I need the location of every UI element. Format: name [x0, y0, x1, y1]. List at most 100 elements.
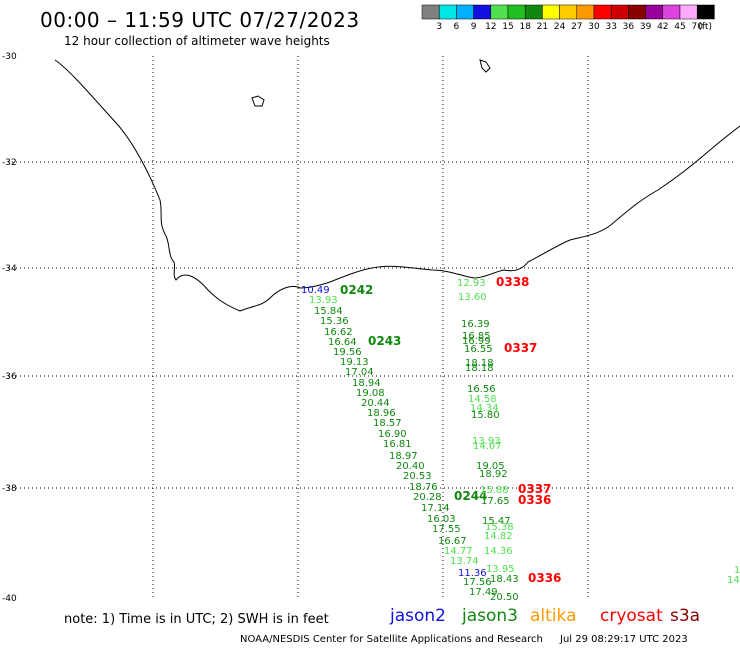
legend-tick-label: 12 — [485, 22, 496, 32]
page-title: 00:00 – 11:59 UTC 07/27/2023 — [40, 8, 360, 32]
legend-tick-label: 18 — [519, 22, 531, 32]
legend-tick-label: 3 — [436, 22, 442, 32]
wave-height-value: 17.56 — [463, 577, 492, 588]
color-scale-legend: 3 6 9 12 15 18 21 24 27 30 33 36 39 42 45 70(ft) — [421, 4, 715, 32]
footnote: note: 1) Time is in UTC; 2) SWH is in fe… — [64, 612, 329, 627]
satellite-key-cryosat: cryosat — [600, 606, 663, 626]
satellite-key-jason3: jason3 — [462, 606, 518, 626]
latitude-tick-label: -32 — [2, 158, 17, 168]
wave-height-value: 16.39 — [461, 319, 490, 330]
wave-height-value: 14 — [734, 565, 740, 576]
satellite-key-jason2: jason2 — [390, 606, 446, 626]
wave-height-value: 18.43 — [490, 574, 519, 585]
wave-height-value: 14 — [727, 575, 740, 586]
legend-tick-label: 33 — [605, 22, 616, 32]
wave-height-value: 16.99 — [462, 336, 491, 347]
wave-height-value: 14.34 — [470, 403, 499, 414]
satellite-key-altika: altika — [530, 606, 577, 626]
wave-height-value: 16.56 — [467, 384, 496, 395]
legend-tick-label: 9 — [471, 22, 477, 32]
island-outline — [251, 95, 265, 107]
wave-height-value: 19.13 — [340, 357, 369, 368]
wave-height-value: 16.90 — [378, 429, 407, 440]
latitude-tick-label: -40 — [2, 594, 17, 604]
wave-height-value: 17.14 — [421, 503, 450, 514]
wave-height-value: 13.93 — [472, 436, 501, 447]
satellite-key-s3a: s3a — [670, 606, 701, 626]
wave-height-value: 11.36 — [458, 568, 487, 579]
wave-height-value: 20.53 — [403, 471, 432, 482]
wave-height-value: 20.40 — [396, 461, 425, 472]
legend-tick-label: 39 — [640, 22, 652, 32]
wave-height-value: 19.08 — [356, 388, 385, 399]
legend-unit: (ft) — [698, 22, 712, 32]
page-subtitle: 12 hour collection of altimeter wave hei… — [64, 34, 330, 48]
wave-height-value: 17.55 — [432, 524, 461, 535]
wave-height-value: 15.84 — [314, 306, 343, 317]
wave-height-value: 13.74 — [450, 556, 479, 567]
wave-height-value: 20.44 — [361, 398, 390, 409]
pass-label: 0336 — [518, 493, 551, 507]
wave-height-value: 15.47 — [482, 516, 511, 527]
wave-height-value: 14.77 — [444, 546, 473, 557]
legend-tick-label: 24 — [554, 22, 566, 32]
wave-height-value: 14.36 — [484, 546, 513, 557]
wave-height-value: 20.50 — [490, 592, 519, 603]
wave-height-value: 18.94 — [352, 378, 381, 389]
legend-tick-label: 21 — [537, 22, 548, 32]
generated-timestamp: Jul 29 08:29:17 UTC 2023 — [560, 634, 688, 645]
wave-height-value: 15.80 — [471, 410, 500, 421]
pass-label: 0337 — [518, 482, 551, 496]
pass-label: 0242 — [340, 283, 373, 297]
legend-tick-label: 36 — [623, 22, 635, 32]
wave-height-value: 16.81 — [383, 439, 412, 450]
latitude-tick-label: -36 — [2, 372, 17, 382]
pass-label: 0244 — [454, 489, 487, 503]
wave-height-value: 15.88 — [480, 485, 509, 496]
wave-height-value: 20.28 — [413, 492, 442, 503]
wave-height-value: 16.85 — [462, 331, 491, 342]
wave-height-value: 12.93 — [457, 278, 486, 289]
wave-height-value: 18.18 — [465, 358, 494, 369]
wave-height-value: 18.92 — [479, 469, 508, 480]
wave-height-value: 18.18 — [465, 363, 494, 374]
legend-tick-label: 6 — [454, 22, 460, 32]
wave-height-value: 13.60 — [458, 292, 487, 303]
pass-label: 0336 — [528, 571, 561, 585]
credit-line: NOAA/NESDIS Center for Satellite Applica… — [240, 634, 543, 645]
wave-height-value: 16.62 — [324, 327, 353, 338]
legend-tick-label: 70 — [691, 22, 703, 32]
wave-height-value: 18.57 — [373, 418, 402, 429]
coastline — [54, 59, 740, 312]
pass-label: 0338 — [496, 275, 529, 289]
legend-tick-label: 27 — [571, 22, 582, 32]
wave-height-value: 15.38 — [485, 522, 514, 533]
wave-height-value: 13.93 — [309, 295, 338, 306]
wave-height-value: 18.97 — [389, 451, 418, 462]
wave-height-value: 17.49 — [469, 587, 498, 598]
wave-height-value: 16.03 — [427, 514, 456, 525]
legend-tick-label: 42 — [657, 22, 668, 32]
latitude-tick-label: -34 — [2, 264, 17, 274]
wave-height-value: 18.76 — [409, 482, 438, 493]
wave-height-value: 10.49 — [301, 285, 330, 296]
legend-swatch — [696, 4, 715, 20]
wave-height-value: 16.64 — [328, 337, 357, 348]
wave-height-value: 16.55 — [464, 344, 493, 355]
island-outline — [479, 59, 491, 73]
pass-label: 0337 — [504, 341, 537, 355]
legend-tick-label: 15 — [502, 22, 513, 32]
wave-height-value: 17.04 — [345, 367, 374, 378]
africa-coastline — [54, 59, 740, 312]
wave-height-value: 14.07 — [473, 441, 502, 452]
wave-height-value: 18.96 — [367, 408, 396, 419]
latitude-tick-label: -38 — [2, 484, 17, 494]
wave-height-values: 10.4913.9315.8415.3616.6216.6419.5619.13… — [301, 278, 740, 603]
pass-label: 0243 — [368, 334, 401, 348]
wave-height-value: 15.36 — [320, 316, 349, 327]
latitude-tick-label: -30 — [2, 52, 17, 62]
wave-height-value: 13.95 — [486, 564, 515, 575]
